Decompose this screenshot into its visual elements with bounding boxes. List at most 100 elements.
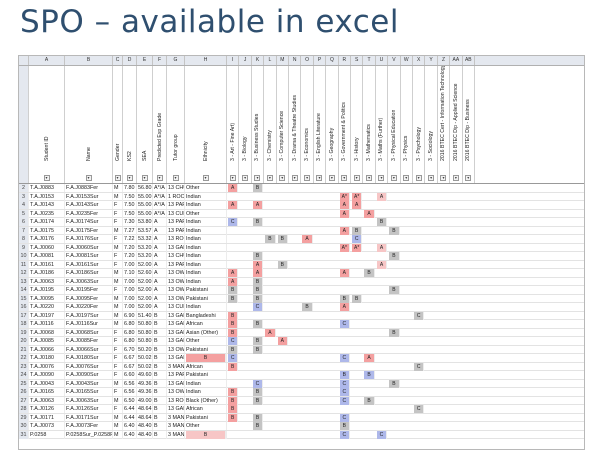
grade-cell[interactable]: B [228,362,239,371]
column-letter-w[interactable]: W [401,56,413,65]
grade-cell[interactable]: C [228,337,239,345]
filter-dropdown-icon[interactable]: ▾ [156,175,163,181]
cell-name[interactable]: F.A.J0085Fer [65,337,113,345]
column-letter-n[interactable]: N [289,56,302,65]
cell-ks2[interactable]: 7.00 [123,277,137,286]
cell-id[interactable]: T.A.J0066 [29,345,65,354]
cell-gender[interactable]: M [113,379,123,388]
cell-grade[interactable]: A [153,269,167,277]
cell-grade[interactable]: A*/A [153,201,167,209]
cell-gender[interactable]: F [113,405,123,413]
column-letter-ab[interactable]: AB [463,56,475,65]
cell-gender[interactable]: F [113,354,123,362]
column-letter-s[interactable]: S [351,56,364,65]
row-number[interactable]: 27 [19,396,29,405]
cell-ks2[interactable]: 6.70 [123,345,137,354]
cell-gender[interactable]: F [113,218,123,226]
grade-cell[interactable]: A [228,201,239,209]
row-number[interactable]: 9 [19,243,29,252]
cell-ks2[interactable]: 7.27 [123,226,137,235]
grade-cell[interactable]: C [228,218,239,226]
grade-cell[interactable]: C [228,354,239,362]
cell-gender[interactable]: M [113,277,123,286]
cell-sea[interactable]: 53.57 [138,226,153,235]
filter-dropdown-icon[interactable]: ▾ [85,175,92,181]
cell-id[interactable]: T.A.J0176 [29,235,65,243]
filter-dropdown-icon[interactable]: ▾ [172,175,179,181]
cell-sea[interactable]: 48.64 [138,405,153,413]
grade-cell[interactable]: B [389,379,400,388]
cell-ks2[interactable]: 6.56 [123,388,137,396]
cell-ks2[interactable]: 7.22 [123,235,137,243]
cell-gender[interactable]: M [113,192,123,201]
grade-cell[interactable]: C [414,311,425,320]
cell-tutor[interactable]: 13 PARKS 3P [167,201,185,209]
cell-ks2[interactable]: 7.00 [123,260,137,269]
cell-gender[interactable]: F [113,286,123,294]
cell-sea[interactable]: 51.40 [138,311,153,320]
cell-grade[interactable]: B [153,362,167,371]
filter-dropdown-icon[interactable]: ▾ [304,175,311,181]
column-letter-f[interactable]: F [153,56,167,65]
grade-cell[interactable]: B [228,413,239,422]
filter-dropdown-icon[interactable]: ▾ [254,175,261,181]
cell-eth[interactable]: Indian [185,303,227,311]
cell-grade[interactable]: B [153,430,167,439]
cell-sea[interactable]: 48.64 [138,413,153,422]
cell-name[interactable]: F.A.J0073Fer [65,422,113,430]
row-number[interactable]: 21 [19,345,29,354]
cell-gender[interactable]: F [113,260,123,269]
grade-cell[interactable]: C [339,413,350,422]
cell-name[interactable]: F.A.J0174Sur [65,218,113,226]
row-number[interactable]: 29 [19,413,29,422]
column-letter-p[interactable]: P [314,56,327,65]
cell-tutor[interactable]: 3 MANDELA 44 [168,362,185,371]
cell-name[interactable]: F.A.J0068Sur [65,328,113,337]
row-number[interactable]: 7 [19,226,29,235]
column-letter-j[interactable]: J [239,56,252,65]
cell-name[interactable]: F.A.J0161Sur [65,260,113,269]
cell-sea[interactable]: 55.00 [138,201,153,209]
grade-cell[interactable]: B [265,235,276,243]
cell-id[interactable]: T.A.J0174 [29,218,65,226]
cell-tutor[interactable]: 13 PARKS 3P [167,226,185,235]
cell-name[interactable]: F.A.J0165Sur [65,388,113,396]
cell-id[interactable]: T.A.J0175 [29,226,65,235]
filter-dropdown-icon[interactable]: ▾ [242,175,249,181]
column-letter-u[interactable]: U [376,56,389,65]
row-number[interactable]: 2 [19,184,29,192]
cell-gender[interactable]: M [113,184,123,192]
cell-id[interactable]: T.A.J0068 [29,328,65,337]
filter-dropdown-icon[interactable]: ▾ [403,175,410,181]
row-number[interactable]: 5 [19,209,29,218]
grade-cell[interactable]: A* [339,192,350,201]
grade-cell[interactable]: A [364,209,375,218]
cell-grade[interactable]: A [153,218,167,226]
cell-grade[interactable]: A [153,303,167,311]
cell-ks2[interactable]: 7.50 [123,209,137,218]
filter-dropdown-icon[interactable]: ▾ [229,175,236,181]
grade-cell[interactable]: B [252,252,264,260]
grade-cell[interactable]: B [277,235,288,243]
cell-grade[interactable]: A [153,294,167,303]
grade-cell[interactable]: B [389,286,400,294]
cell-grade[interactable]: B [153,320,167,328]
grade-cell[interactable]: B [339,422,350,430]
cell-eth[interactable]: African [185,405,227,413]
grade-cell[interactable]: C [339,396,350,405]
filter-dropdown-icon[interactable]: ▾ [279,175,286,181]
row-number[interactable]: 16 [19,303,29,311]
row-number[interactable]: 11 [19,260,29,269]
row-number[interactable]: 31 [19,430,29,439]
cell-ks2[interactable]: 6.90 [123,311,137,320]
cell-sea[interactable]: 52.00 [138,294,153,303]
cell-id[interactable]: T.A.J0197 [29,311,65,320]
cell-eth[interactable]: Black (Other) [185,396,227,405]
grade-cell[interactable]: A* [352,243,363,252]
grade-cell[interactable]: A [376,243,388,252]
